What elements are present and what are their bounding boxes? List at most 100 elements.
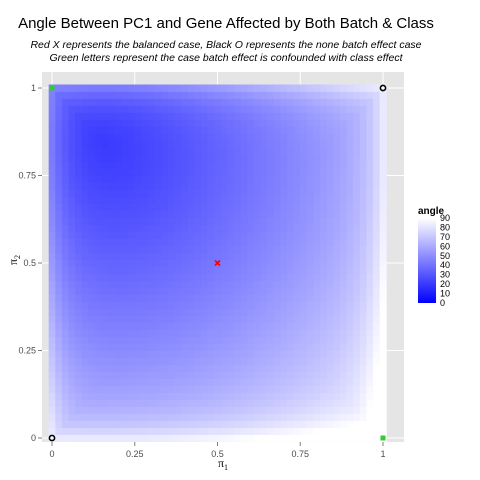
heatmap-cell	[55, 413, 63, 421]
heatmap-cell	[55, 364, 63, 372]
heatmap-cell	[114, 434, 122, 442]
heatmap-cell	[181, 287, 189, 295]
heatmap-cell	[61, 336, 69, 344]
heatmap-cell	[346, 280, 354, 288]
heatmap-cell	[75, 238, 83, 246]
heatmap-cell	[141, 406, 149, 414]
heatmap-cell	[114, 126, 122, 134]
heatmap-cell	[313, 182, 321, 190]
heatmap-cell	[134, 406, 142, 414]
heatmap-cell	[141, 301, 149, 309]
heatmap-cell	[114, 175, 122, 183]
heatmap-cell	[134, 147, 142, 155]
heatmap-cell	[353, 203, 361, 211]
heatmap-cell	[333, 231, 341, 239]
heatmap-cell	[108, 259, 116, 267]
heatmap-cell	[373, 154, 381, 162]
heatmap-cell	[108, 189, 116, 197]
heatmap-cell	[267, 126, 275, 134]
heatmap-cell	[359, 392, 367, 400]
heatmap-cell	[287, 434, 295, 442]
heatmap-cell	[187, 315, 195, 323]
heatmap-cell	[207, 343, 215, 351]
heatmap-cell	[260, 245, 268, 253]
heatmap-cell	[174, 245, 182, 253]
heatmap-cell	[154, 84, 162, 92]
heatmap-cell	[75, 336, 83, 344]
heatmap-cell	[134, 140, 142, 148]
heatmap-cell	[75, 406, 83, 414]
legend-title: angle	[418, 206, 445, 217]
heatmap-cell	[267, 343, 275, 351]
heatmap-cell	[273, 427, 281, 435]
heatmap-cell	[240, 371, 248, 379]
heatmap-cell	[81, 133, 89, 141]
heatmap-cell	[326, 133, 334, 141]
heatmap-cell	[346, 245, 354, 253]
heatmap-cell	[234, 196, 242, 204]
heatmap-cell	[359, 315, 367, 323]
heatmap-cell	[220, 287, 228, 295]
heatmap-cell	[147, 231, 156, 239]
heatmap-cell	[161, 119, 169, 127]
heatmap-cell	[267, 434, 275, 442]
heatmap-cell	[227, 133, 235, 141]
heatmap-cell	[273, 287, 281, 295]
heatmap-cell	[207, 385, 215, 393]
heatmap-cell	[101, 427, 109, 435]
heatmap-cell	[161, 161, 169, 169]
heatmap-cell	[260, 98, 268, 106]
legend-break-label: 40	[440, 260, 450, 270]
heatmap-cell	[81, 238, 89, 246]
heatmap-cell	[267, 147, 275, 155]
heatmap-cell	[187, 231, 195, 239]
heatmap-cell	[359, 427, 367, 435]
heatmap-cell	[313, 154, 321, 162]
heatmap-cell	[267, 350, 275, 358]
heatmap-cell	[300, 364, 308, 372]
heatmap-cell	[287, 294, 295, 302]
heatmap-cell	[95, 140, 103, 148]
heatmap-cell	[88, 364, 96, 372]
heatmap-cell	[174, 196, 182, 204]
heatmap-cell	[121, 161, 129, 169]
heatmap-cell	[320, 273, 328, 281]
heatmap-cell	[379, 350, 387, 358]
heatmap-cell	[174, 203, 182, 211]
heatmap-cell	[75, 420, 83, 428]
heatmap-cell	[81, 161, 89, 169]
heatmap-cell	[227, 420, 235, 428]
heatmap-cell	[359, 420, 367, 428]
heatmap-cell	[346, 371, 354, 379]
heatmap-cell	[55, 112, 63, 120]
heatmap-cell	[68, 259, 76, 267]
heatmap-cell	[346, 252, 354, 260]
heatmap-cell	[339, 266, 347, 274]
heatmap-cell	[95, 147, 103, 155]
heatmap-cell	[194, 357, 202, 365]
heatmap-cell	[339, 322, 347, 330]
heatmap-cell	[366, 112, 374, 120]
heatmap-cell	[68, 147, 76, 155]
heatmap-cell	[147, 112, 156, 120]
heatmap-cell	[227, 175, 235, 183]
heatmap-cell	[253, 343, 261, 351]
heatmap-cell	[313, 91, 321, 99]
heatmap-cell	[194, 133, 202, 141]
heatmap-cell	[353, 336, 361, 344]
heatmap-cell	[373, 189, 381, 197]
heatmap-cell	[339, 84, 347, 92]
heatmap-cell	[220, 168, 228, 176]
heatmap-cell	[247, 322, 255, 330]
heatmap-cell	[154, 266, 162, 274]
heatmap-cell	[333, 238, 341, 246]
heatmap-cell	[187, 301, 195, 309]
heatmap-cell	[88, 126, 96, 134]
heatmap-cell	[187, 308, 195, 316]
heatmap-cell	[333, 168, 341, 176]
heatmap-cell	[366, 182, 374, 190]
heatmap-cell	[214, 238, 222, 246]
heatmap-cell	[326, 392, 334, 400]
heatmap-cell	[366, 203, 374, 211]
heatmap-cell	[220, 336, 228, 344]
